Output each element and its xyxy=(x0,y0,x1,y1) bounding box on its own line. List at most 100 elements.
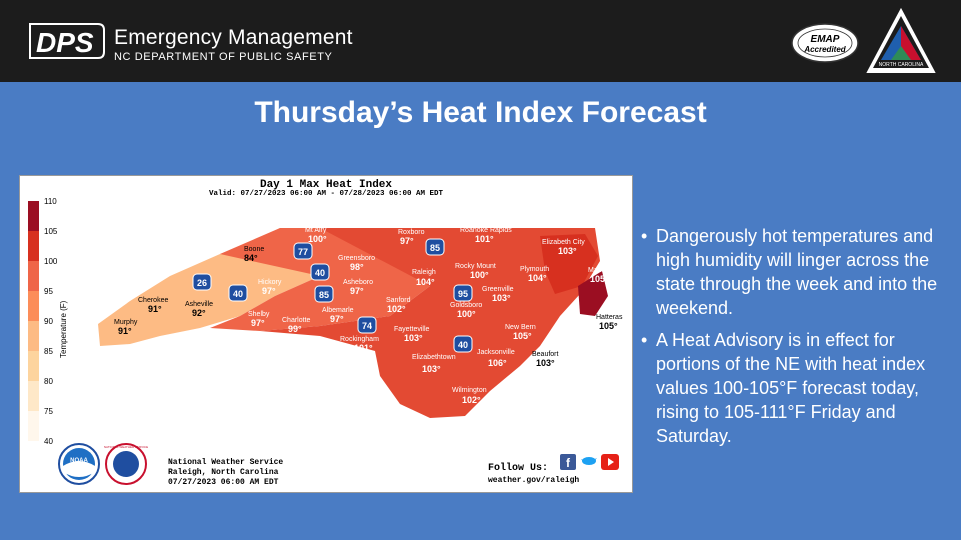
bullet-dot: • xyxy=(641,226,648,246)
svg-text:26: 26 xyxy=(197,278,207,288)
social-icons: f xyxy=(560,454,619,470)
nws-name: National Weather Service xyxy=(168,458,284,467)
agency-subtitle: NC DEPARTMENT OF PUBLIC SAFETY xyxy=(114,51,333,63)
slide-title: Thursday’s Heat Index Forecast xyxy=(254,96,707,129)
legend-swatch xyxy=(28,381,39,411)
legend-axis-label: Temperature (F) xyxy=(59,300,68,358)
svg-text:100°: 100° xyxy=(470,270,489,280)
legend-tick: 40 xyxy=(44,437,53,446)
svg-text:Roxboro: Roxboro xyxy=(398,229,425,236)
interstate-shield: 85 xyxy=(314,285,334,303)
heat-region-northeast xyxy=(540,234,598,294)
svg-text:100°: 100° xyxy=(457,309,476,319)
svg-text:103°: 103° xyxy=(558,246,577,256)
legend-swatch xyxy=(28,291,39,321)
youtube-icon[interactable] xyxy=(601,454,619,470)
nws-logo: NATIONAL WEATHER SERVICE xyxy=(104,443,148,485)
svg-text:Charlotte: Charlotte xyxy=(282,317,311,324)
nws-website-link[interactable]: weather.gov/raleigh xyxy=(488,476,580,485)
svg-text:97°: 97° xyxy=(251,318,265,328)
svg-text:77: 77 xyxy=(298,247,308,257)
svg-text:Goldsboro: Goldsboro xyxy=(450,302,482,309)
legend-tick: 85 xyxy=(44,347,53,356)
city-label: Jacksonville 106° xyxy=(477,349,515,368)
svg-text:74: 74 xyxy=(362,321,372,331)
svg-text:Plymouth: Plymouth xyxy=(520,266,549,273)
legend-tick: 80 xyxy=(44,377,53,386)
legend-swatch xyxy=(28,321,39,351)
map-graphic: 110 105 100 95 90 85 80 75 40 Temperatur… xyxy=(28,197,623,485)
dps-logo: DPS xyxy=(29,23,105,59)
heat-region-outer-banks xyxy=(578,271,608,316)
dps-logo-text: DPS xyxy=(36,27,94,58)
emap-seal-line1: EMAP xyxy=(811,34,840,45)
svg-text:106°: 106° xyxy=(488,358,507,368)
bullet-item: • Dangerously hot temperatures and high … xyxy=(641,224,951,320)
svg-text:104°: 104° xyxy=(528,273,547,283)
svg-text:Rockingham: Rockingham xyxy=(340,336,379,343)
interstate-shield: 95 xyxy=(453,284,473,302)
svg-text:97°: 97° xyxy=(262,286,276,296)
svg-text:103°: 103° xyxy=(492,293,511,303)
svg-text:95: 95 xyxy=(458,289,468,299)
svg-text:91°: 91° xyxy=(148,304,162,314)
svg-text:40: 40 xyxy=(458,340,468,350)
svg-text:98°: 98° xyxy=(350,262,364,272)
bullet-list: • Dangerously hot temperatures and high … xyxy=(641,224,951,456)
svg-text:103°: 103° xyxy=(404,333,423,343)
svg-text:40: 40 xyxy=(233,289,243,299)
legend-swatch xyxy=(28,261,39,291)
svg-text:Hatteras: Hatteras xyxy=(596,314,623,321)
legend-tick: 105 xyxy=(44,227,58,236)
bullet-dot: • xyxy=(641,330,648,350)
facebook-icon[interactable]: f xyxy=(560,454,576,470)
svg-text:Raleigh: Raleigh xyxy=(412,269,436,276)
legend-tick: 110 xyxy=(44,197,57,206)
nws-credit: National Weather Service Raleigh, North … xyxy=(168,458,283,488)
svg-text:Asheboro: Asheboro xyxy=(343,279,373,286)
svg-text:100°: 100° xyxy=(308,234,327,244)
nws-office: Raleigh, North Carolina xyxy=(168,468,279,477)
svg-text:97°: 97° xyxy=(330,314,344,324)
ncem-seal-text: NORTH CAROLINA xyxy=(879,62,924,68)
svg-text:Jacksonville: Jacksonville xyxy=(477,349,515,356)
twitter-icon[interactable] xyxy=(580,454,598,470)
map-valid-period: Valid: 07/27/2023 06:00 AM - 07/28/2023 … xyxy=(208,190,444,198)
follow-us-label: Follow Us: xyxy=(488,463,549,474)
heat-index-map: Day 1 Max Heat Index Valid: 07/27/2023 0… xyxy=(19,175,633,493)
svg-text:Beaufort: Beaufort xyxy=(532,351,559,358)
legend-tick: 75 xyxy=(44,407,53,416)
svg-text:104°: 104° xyxy=(416,277,435,287)
emap-accredited-seal: EMAP Accredited xyxy=(791,23,859,63)
svg-text:NOAA: NOAA xyxy=(70,458,88,464)
svg-text:91°: 91° xyxy=(118,326,132,336)
interstate-shield: 74 xyxy=(357,316,377,334)
legend-swatch xyxy=(28,351,39,381)
svg-text:99°: 99° xyxy=(288,324,302,334)
svg-text:84°: 84° xyxy=(244,253,258,263)
svg-text:105°: 105° xyxy=(590,274,609,284)
svg-text:New Bern: New Bern xyxy=(505,324,536,331)
legend-swatch xyxy=(28,201,39,231)
legend-swatch xyxy=(28,411,39,441)
map-title: Day 1 Max Heat Index xyxy=(259,179,393,191)
agency-title: Emergency Management xyxy=(114,26,353,49)
bullet-text: Dangerously hot temperatures and high hu… xyxy=(656,226,938,318)
bullet-item: • A Heat Advisory is in effect for porti… xyxy=(641,328,951,448)
